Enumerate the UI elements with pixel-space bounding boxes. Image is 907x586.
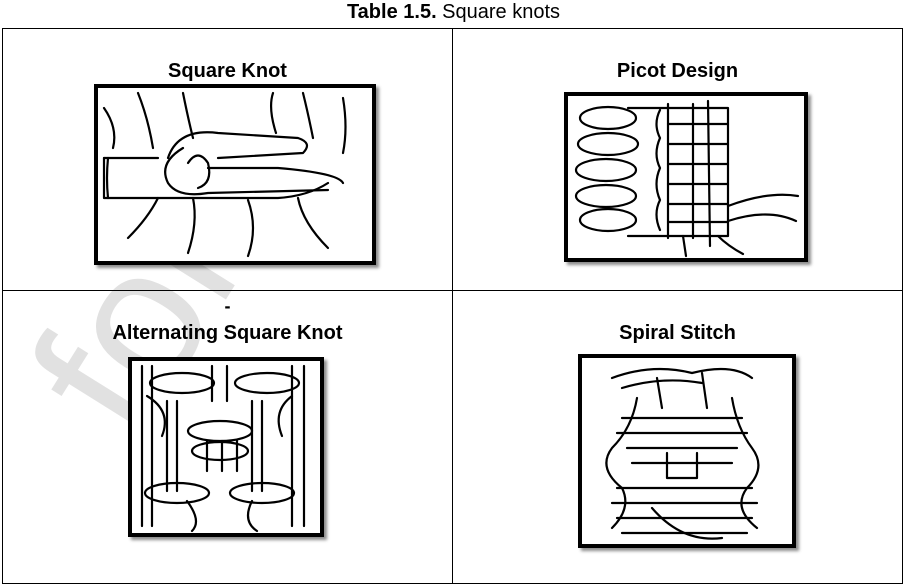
cell-title-spiral-stitch: Spiral Stitch bbox=[619, 322, 736, 344]
cell-picot-design: Picot Design bbox=[452, 28, 903, 291]
knots-table: Square Knot bbox=[2, 28, 903, 584]
table-caption: Table 1.5. Square knots bbox=[0, 0, 907, 24]
spiral-stitch-illustration bbox=[578, 354, 796, 548]
caption-label: Table 1.5. bbox=[346, 1, 437, 23]
cell-prefix-dash: - bbox=[224, 296, 231, 316]
cell-title-picot-design: Picot Design bbox=[616, 60, 739, 82]
cell-alternating-square-knot: - Alternating Square Knot bbox=[2, 290, 453, 584]
cell-title-alternating-square-knot: Alternating Square Knot bbox=[112, 322, 343, 344]
picot-design-illustration bbox=[564, 92, 808, 262]
cell-spiral-stitch: Spiral Stitch bbox=[452, 290, 903, 584]
square-knot-illustration bbox=[94, 84, 376, 265]
cell-square-knot: Square Knot bbox=[2, 28, 453, 291]
caption-text: Square knots bbox=[436, 1, 561, 23]
alternating-square-knot-illustration bbox=[128, 357, 324, 537]
cell-title-square-knot: Square Knot bbox=[168, 60, 287, 82]
